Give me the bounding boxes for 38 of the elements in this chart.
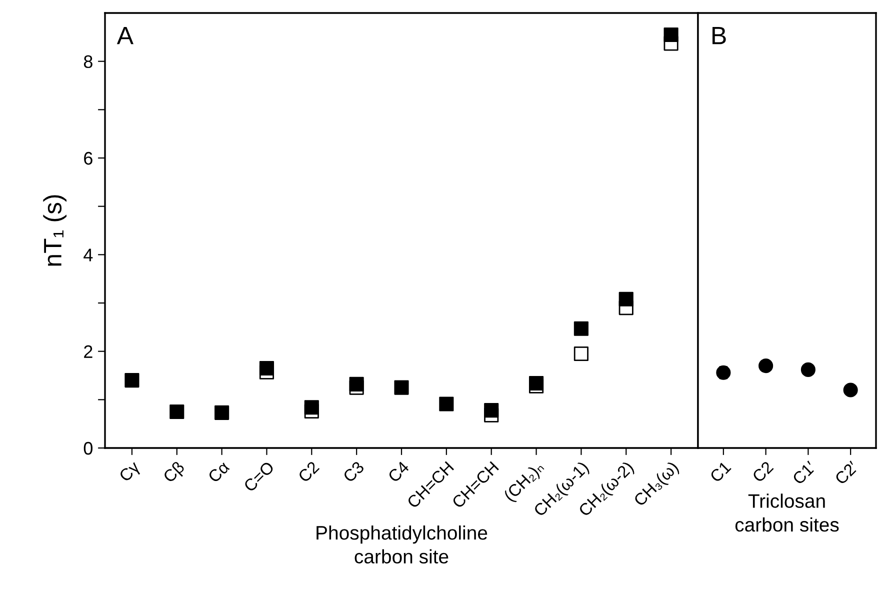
x-tick-label: C1 <box>709 460 732 483</box>
point <box>304 400 319 415</box>
point <box>170 404 184 420</box>
point <box>758 358 774 374</box>
x-tick-label: C1′ <box>792 460 817 486</box>
point <box>618 292 634 306</box>
x-tick-label: Cγ <box>118 460 143 485</box>
point <box>484 403 499 418</box>
x-tick-label: C4 <box>387 460 410 483</box>
y-tick-label: 6 <box>84 152 92 165</box>
y-axis-title: nT₁ (s) <box>43 195 66 266</box>
point <box>574 346 588 362</box>
y-tick-label: 8 <box>84 55 92 68</box>
y-tick-label: 2 <box>84 345 92 358</box>
x-axis-title: Triclosan carbon sites <box>735 494 839 532</box>
point <box>574 321 588 336</box>
point <box>259 360 274 376</box>
point <box>214 405 230 420</box>
point <box>800 362 816 377</box>
point <box>843 382 858 398</box>
x-tick-label: C2′ <box>834 460 860 486</box>
y-tick-label: 0 <box>84 442 92 455</box>
x-axis-title: Phosphatidylcholine carbon site <box>316 525 488 564</box>
x-tick-label: C2 <box>297 460 320 483</box>
point <box>664 27 678 42</box>
x-tick-label: Cβ <box>162 460 188 486</box>
x-tick-label: C=O <box>243 460 275 492</box>
y-tick-label: 4 <box>84 248 93 262</box>
annotation: A <box>116 26 134 44</box>
point <box>349 376 364 392</box>
x-tick-label: C2 <box>752 460 774 483</box>
point <box>528 376 544 391</box>
annotation: B <box>712 26 726 44</box>
point <box>124 373 140 388</box>
point <box>439 396 454 412</box>
point <box>394 380 409 395</box>
x-tick-label: C3 <box>342 460 365 483</box>
x-tick-label: Cα <box>207 460 230 484</box>
